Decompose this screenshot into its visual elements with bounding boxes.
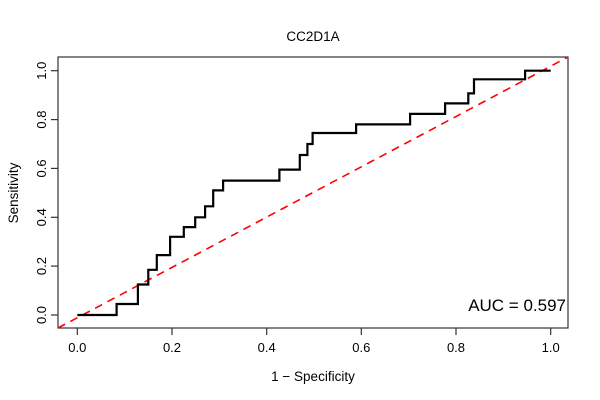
auc-annotation: AUC = 0.597 xyxy=(468,296,566,315)
x-axis-label: 1 − Specificity xyxy=(271,369,355,384)
x-axis xyxy=(76,328,552,335)
y-tick-label: 0.0 xyxy=(34,306,49,324)
y-tick-label: 0.6 xyxy=(34,159,49,177)
reference-diagonal xyxy=(57,56,569,329)
x-tick-label: 1.0 xyxy=(542,340,560,355)
roc-curve xyxy=(77,69,551,317)
y-axis xyxy=(51,70,58,316)
x-tick-labels: 0.0 0.2 0.4 0.6 0.8 1.0 xyxy=(68,340,559,355)
plot-box xyxy=(57,56,569,329)
y-tick-label: 1.0 xyxy=(34,62,49,80)
x-tick-label: 0.8 xyxy=(447,340,465,355)
x-tick-label: 0.4 xyxy=(258,340,276,355)
x-tick-label: 0.6 xyxy=(352,340,370,355)
x-tick-label: 0.2 xyxy=(163,340,181,355)
y-tick-label: 0.8 xyxy=(34,111,49,129)
x-tick-label: 0.0 xyxy=(68,340,86,355)
y-axis-label: Sensitivity xyxy=(6,162,21,223)
y-tick-label: 0.4 xyxy=(34,208,49,226)
y-tick-labels: 0.0 0.2 0.4 0.6 0.8 1.0 xyxy=(34,62,49,324)
y-tick-label: 0.2 xyxy=(34,257,49,275)
plot-title: CC2D1A xyxy=(286,29,339,44)
